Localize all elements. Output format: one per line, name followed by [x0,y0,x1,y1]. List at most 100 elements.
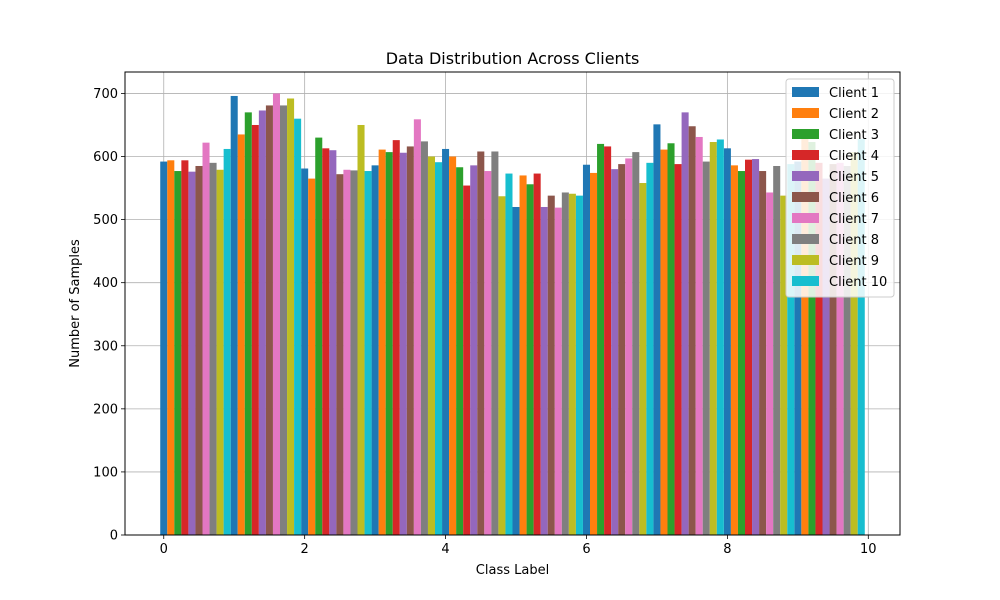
legend: Client 1 Client 2 Client 3 Client 4 Client 5… [785,78,895,298]
bar-client-7-class-4 [484,171,492,535]
bar-client-5-class-1 [258,110,266,535]
bar-client-6-class-5 [547,195,555,535]
bar-client-5-class-4 [470,165,478,536]
bar-client-9-class-3 [427,156,435,535]
bar-client-10-class-5 [575,195,583,535]
chart-title: Data Distribution Across Clients [386,49,640,68]
y-tick-label: 600 [93,150,118,165]
y-tick-label: 0 [110,529,118,544]
legend-swatch [792,150,819,160]
bar-client-10-class-0 [223,148,231,535]
bar-client-9-class-2 [357,124,365,535]
bar-client-1-class-3 [371,165,379,536]
legend-label: Client 6 [829,191,879,206]
bar-client-8-class-4 [491,151,499,536]
legend-swatch [792,87,819,97]
bar-client-2-class-6 [590,172,598,535]
bar-client-8-class-6 [632,152,640,535]
legend-swatch [792,234,819,244]
bar-client-3-class-0 [174,171,182,535]
bar-client-1-class-6 [582,164,590,536]
bar-client-2-class-3 [378,149,386,535]
bar-client-10-class-1 [294,118,302,536]
bar-client-6-class-2 [336,174,344,536]
bar-client-1-class-5 [512,206,520,535]
bar-client-5-class-6 [611,169,619,535]
bar-client-8-class-9 [843,165,851,535]
bar-client-8-class-0 [209,162,217,535]
x-tick-label: 2 [301,542,309,557]
x-tick-label: 8 [723,542,731,557]
x-tick-label: 6 [582,542,590,557]
bar-client-10-class-6 [646,162,654,535]
bar-client-4-class-6 [604,146,612,536]
legend-label: Client 2 [829,107,879,122]
bar-client-5-class-8 [752,159,760,535]
bar-client-3-class-6 [597,143,605,535]
bar-client-6-class-3 [406,146,414,536]
bar-client-4-class-5 [533,173,541,535]
x-tick-label: 4 [441,542,449,557]
bar-client-9-class-6 [639,183,647,535]
bar-client-8-class-3 [420,141,428,536]
bar-client-5-class-9 [822,178,830,535]
bar-client-5-class-5 [540,206,548,535]
bar-client-7-class-1 [272,93,280,535]
bar-client-7-class-5 [554,207,562,536]
bar-client-6-class-1 [265,105,273,535]
bar-client-6-class-8 [759,171,767,535]
bar-client-1-class-7 [653,124,661,535]
bar-client-2-class-1 [237,134,245,535]
bar-client-2-class-4 [449,156,457,535]
bar-client-2-class-9 [801,131,809,535]
x-axis-label: Class Label [476,563,549,578]
bar-client-8-class-7 [702,161,710,535]
legend-label: Client 1 [829,86,879,101]
bar-client-3-class-5 [526,184,534,536]
bar-client-6-class-0 [195,165,203,535]
bar-client-10-class-8 [787,164,795,535]
bar-client-1-class-4 [442,148,450,535]
y-tick-label: 300 [93,339,118,354]
legend-swatch [792,129,819,139]
bar-client-2-class-2 [308,178,316,535]
bar-client-3-class-7 [667,143,675,535]
bar-client-4-class-9 [815,162,823,535]
bar-client-4-class-2 [322,148,330,535]
bar-client-7-class-0 [202,142,210,535]
bar-client-5-class-7 [681,112,689,535]
bar-client-3-class-2 [315,137,323,535]
y-tick-label: 500 [93,213,118,228]
bar-client-4-class-7 [674,164,682,535]
bar-client-6-class-4 [477,151,485,536]
bar-client-5-class-2 [329,150,337,535]
bar-client-1-class-2 [301,168,309,535]
bar-client-10-class-9 [857,138,865,535]
y-axis-label: Number of Samples [68,239,83,368]
bar-client-9-class-7 [709,142,717,536]
legend-label: Client 8 [829,233,879,248]
bar-client-10-class-2 [364,171,372,535]
bar-client-1-class-1 [230,95,238,535]
bar-client-1-class-0 [160,161,168,535]
bar-client-2-class-7 [660,149,668,535]
bar-client-7-class-7 [695,136,703,536]
bar-client-7-class-3 [413,119,421,535]
bar-client-9-class-8 [780,195,788,535]
y-tick-label: 200 [93,402,118,417]
bars [160,93,865,536]
bar-client-10-class-7 [716,139,724,535]
y-tick-label: 700 [93,87,118,102]
bar-client-1-class-9 [794,161,802,535]
legend-label: Client 3 [829,128,879,143]
legend-label: Client 7 [829,212,879,227]
bar-client-4-class-0 [181,160,189,536]
bar-client-10-class-4 [505,173,513,535]
legend-swatch [792,276,819,286]
legend-swatch [792,255,819,265]
bar-client-4-class-3 [392,140,400,535]
bar-client-4-class-1 [251,124,259,535]
bar-client-9-class-1 [287,98,295,535]
x-tick-label: 0 [160,542,168,557]
